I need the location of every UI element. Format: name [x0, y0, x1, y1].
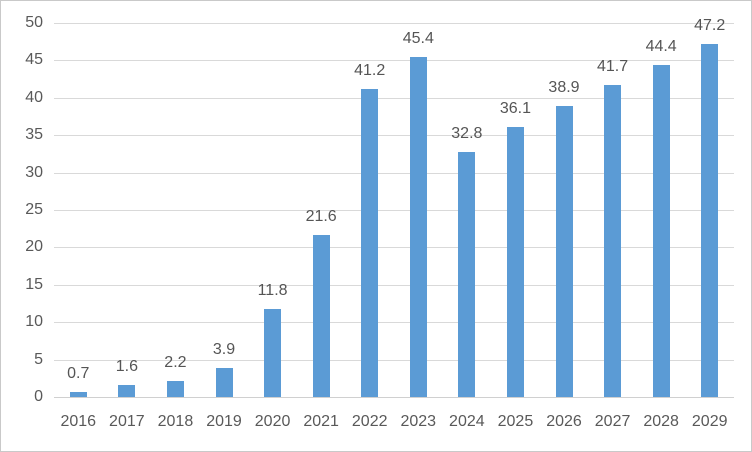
y-tick-label: 25	[25, 201, 43, 218]
x-tick-label-2016: 2016	[60, 413, 97, 430]
x-tick-label-2019: 2019	[206, 413, 242, 430]
y-tick-label: 35	[25, 126, 43, 144]
x-tick-label-2024: 2024	[449, 413, 485, 430]
x-tick-label-2028: 2028	[643, 413, 679, 430]
bar-2022	[361, 88, 379, 397]
gridline	[54, 284, 734, 286]
bar-2017	[118, 385, 136, 397]
gridline	[54, 172, 734, 174]
bar-2019	[215, 367, 233, 397]
value-label-2023: 45.4	[402, 30, 434, 48]
value-label-2028: 44.4	[645, 37, 677, 55]
y-tick-label: 5	[34, 350, 43, 368]
value-label-2022: 41.2	[354, 61, 386, 79]
y-tick-label: 15	[25, 275, 43, 293]
value-label-2021: 21.6	[305, 208, 337, 226]
x-tick-label-2020: 2020	[254, 413, 291, 430]
value-label-2017: 1.6	[115, 358, 138, 376]
value-label-2029: 47.2	[694, 16, 726, 34]
bar-2026	[555, 106, 573, 397]
value-label-2018: 2.2	[164, 353, 187, 371]
bar-2021	[312, 235, 330, 397]
gridline	[54, 210, 734, 211]
y-tick-label: 45	[25, 51, 43, 69]
x-tick-label-2022: 2022	[351, 413, 388, 430]
x-tick-label-2018: 2018	[157, 413, 194, 430]
bar-2018	[166, 380, 184, 397]
x-tick-label-2027: 2027	[594, 413, 631, 430]
gridline	[54, 247, 734, 249]
y-tick-label: 50	[25, 14, 43, 31]
y-tick-label: 0	[34, 388, 43, 405]
gridline	[54, 60, 734, 62]
y-tick-label: 10	[25, 313, 43, 331]
bar-2024	[458, 151, 476, 397]
x-tick-label-2023: 2023	[400, 413, 437, 430]
bar-2027	[604, 85, 622, 397]
x-tick-label-2017: 2017	[109, 413, 145, 430]
gridline	[54, 135, 734, 137]
x-tick-label-2025: 2025	[497, 413, 534, 430]
y-tick-label: 20	[25, 238, 43, 256]
value-label-2026: 38.9	[548, 79, 580, 97]
y-tick-label: 40	[25, 88, 43, 106]
bar-2029	[701, 43, 719, 397]
bar-2023	[409, 57, 427, 397]
x-tick-label-2029: 2029	[691, 413, 728, 430]
gridline	[54, 322, 734, 324]
bar-2028	[652, 64, 670, 397]
value-label-2016: 0.7	[67, 364, 90, 382]
y-tick-label: 30	[25, 163, 43, 181]
value-label-2020: 11.8	[257, 281, 288, 299]
bar-2020	[264, 308, 282, 397]
gridline	[54, 359, 734, 361]
value-label-2024: 32.8	[451, 124, 483, 142]
bar-2016	[69, 391, 87, 397]
gridline	[54, 23, 734, 24]
value-label-2025: 36.1	[499, 99, 531, 117]
gridline	[54, 97, 734, 99]
x-tick-label-2021: 2021	[303, 413, 339, 430]
x-axis-line	[54, 397, 734, 398]
value-label-2019: 3.9	[212, 340, 236, 358]
bar-2025	[506, 126, 524, 397]
value-label-2027: 41.7	[596, 58, 629, 76]
x-tick-label-2026: 2026	[546, 413, 582, 430]
